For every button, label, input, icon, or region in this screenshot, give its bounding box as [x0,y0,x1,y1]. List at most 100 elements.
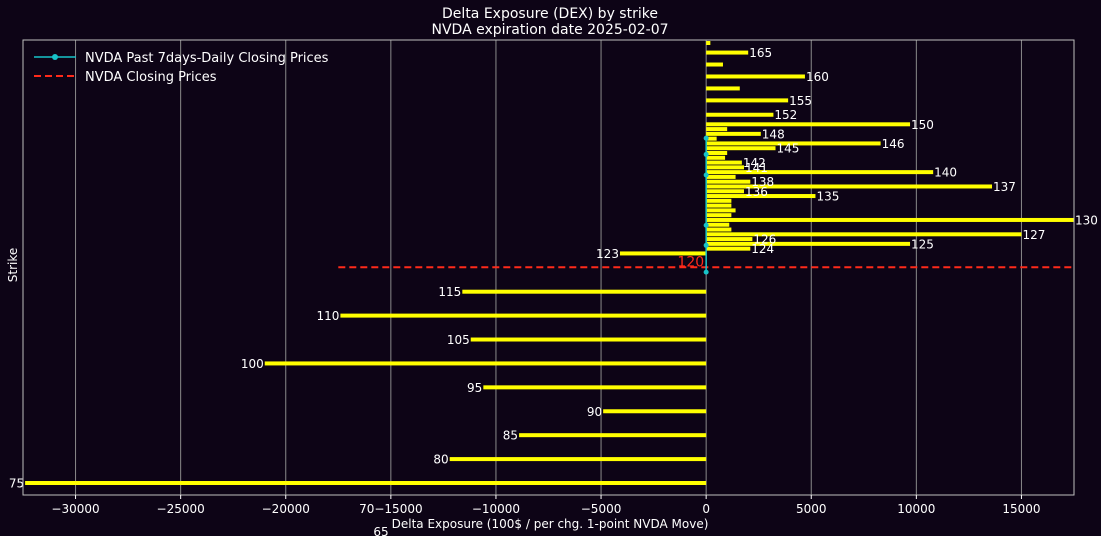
bar [706,170,934,175]
bar [706,122,911,127]
bar [706,194,816,199]
bar [706,184,993,189]
bar-label: 75 [9,477,24,491]
bar [519,433,707,438]
bar [706,198,732,203]
legend-closing-label: NVDA Closing Prices [85,70,217,85]
x-tick-label: 10000 [897,502,935,516]
x-axis-label: Delta Exposure (100$ / per chg. 1-point … [392,517,709,531]
bar [706,155,726,160]
bar [462,289,707,294]
bar [706,127,728,132]
bar [706,237,753,242]
bar [706,151,728,155]
x-tick-label: 15000 [1002,502,1040,516]
bar [25,481,707,485]
legend-past-prices-label: NVDA Past 7days-Daily Closing Prices [85,51,329,66]
bar [706,98,789,103]
chart-title: Delta Exposure (DEX) by strike [442,6,658,22]
bar [706,217,1074,222]
bar-label: 124 [751,242,774,256]
bar [706,41,711,45]
bar-label: 85 [503,429,518,443]
bar [264,361,707,366]
bar [340,313,707,318]
bar-label: 125 [911,237,934,251]
bar [706,112,774,117]
chart-subtitle: NVDA expiration date 2025-02-07 [431,22,668,38]
bar [470,337,707,342]
bar [706,208,736,213]
past-price-point [703,151,709,157]
past-price-point [703,135,709,141]
bar [706,174,736,179]
x-tick-label: −5000 [581,502,622,516]
bar-label: 165 [749,46,772,60]
x-tick-label: −30000 [51,502,99,516]
bar-label: 160 [806,70,829,84]
bar [706,141,881,146]
x-ticks: −30000 −25000 −20000 70−15000 −10000 −5000 0 50… [51,495,1041,516]
bar-label: 105 [447,333,470,347]
bar-label: 155 [789,94,812,108]
bars [25,41,1074,485]
x-tick-label: 5000 [796,502,827,516]
y-axis-label: Strike [6,248,20,283]
bar [706,246,751,251]
overlays: 120 [338,135,1074,275]
x-tick-label: −25000 [157,502,205,516]
x-tick-label: 0 [702,502,710,516]
legend: NVDA Past 7days-Daily Closing Prices NVD… [34,51,329,85]
bar-labels: 75 80 85 90 95 100 105 110 115 123 124 125 126 127 130… [9,46,1098,490]
bar-label: 136 [745,185,768,199]
bar-label: 130 [1075,213,1098,227]
x-tick-label: −20000 [262,502,310,516]
bar-label: 95 [467,381,482,395]
bar-label: 152 [774,108,797,122]
stray-label: 65 [373,525,388,536]
bar [706,179,751,184]
bar [706,62,723,67]
bar-label: 110 [316,309,339,323]
past-price-point [703,172,709,178]
bar-label: 140 [934,166,957,180]
bar [706,160,742,165]
plot-frame [22,39,1075,496]
closing-price-label: 120 [677,254,704,270]
bar [706,50,749,55]
bar-label: 126 [753,233,776,247]
past-price-point [703,269,709,275]
bar-label: 115 [438,285,461,299]
bar-label: 148 [762,127,785,141]
bar [706,213,732,218]
bar-label: 123 [596,247,619,261]
bar [706,74,805,79]
bar [603,409,707,414]
bar [706,232,1022,237]
bar [706,203,732,208]
bar [706,227,732,232]
bar [706,146,776,151]
bar [706,131,761,136]
bar-label: 135 [816,190,839,204]
bar-label: 127 [1022,228,1045,242]
x-tick-label: −10000 [472,502,520,516]
bar [706,136,717,141]
bar-label: 80 [433,453,448,467]
bar [449,457,707,462]
bar [706,86,740,91]
bar-label: 150 [911,118,934,132]
past-price-point [703,242,709,248]
bar [483,385,707,390]
bar [706,222,730,227]
bar-label: 137 [993,180,1016,194]
bar [706,165,744,170]
x-tick-label: 70−15000 [359,502,423,516]
bar [706,241,911,246]
bar-label: 138 [751,175,774,189]
past-price-point [703,222,709,228]
legend-past-prices-marker [52,54,58,60]
bar-label: 100 [241,357,264,371]
bar-label: 145 [777,142,800,156]
